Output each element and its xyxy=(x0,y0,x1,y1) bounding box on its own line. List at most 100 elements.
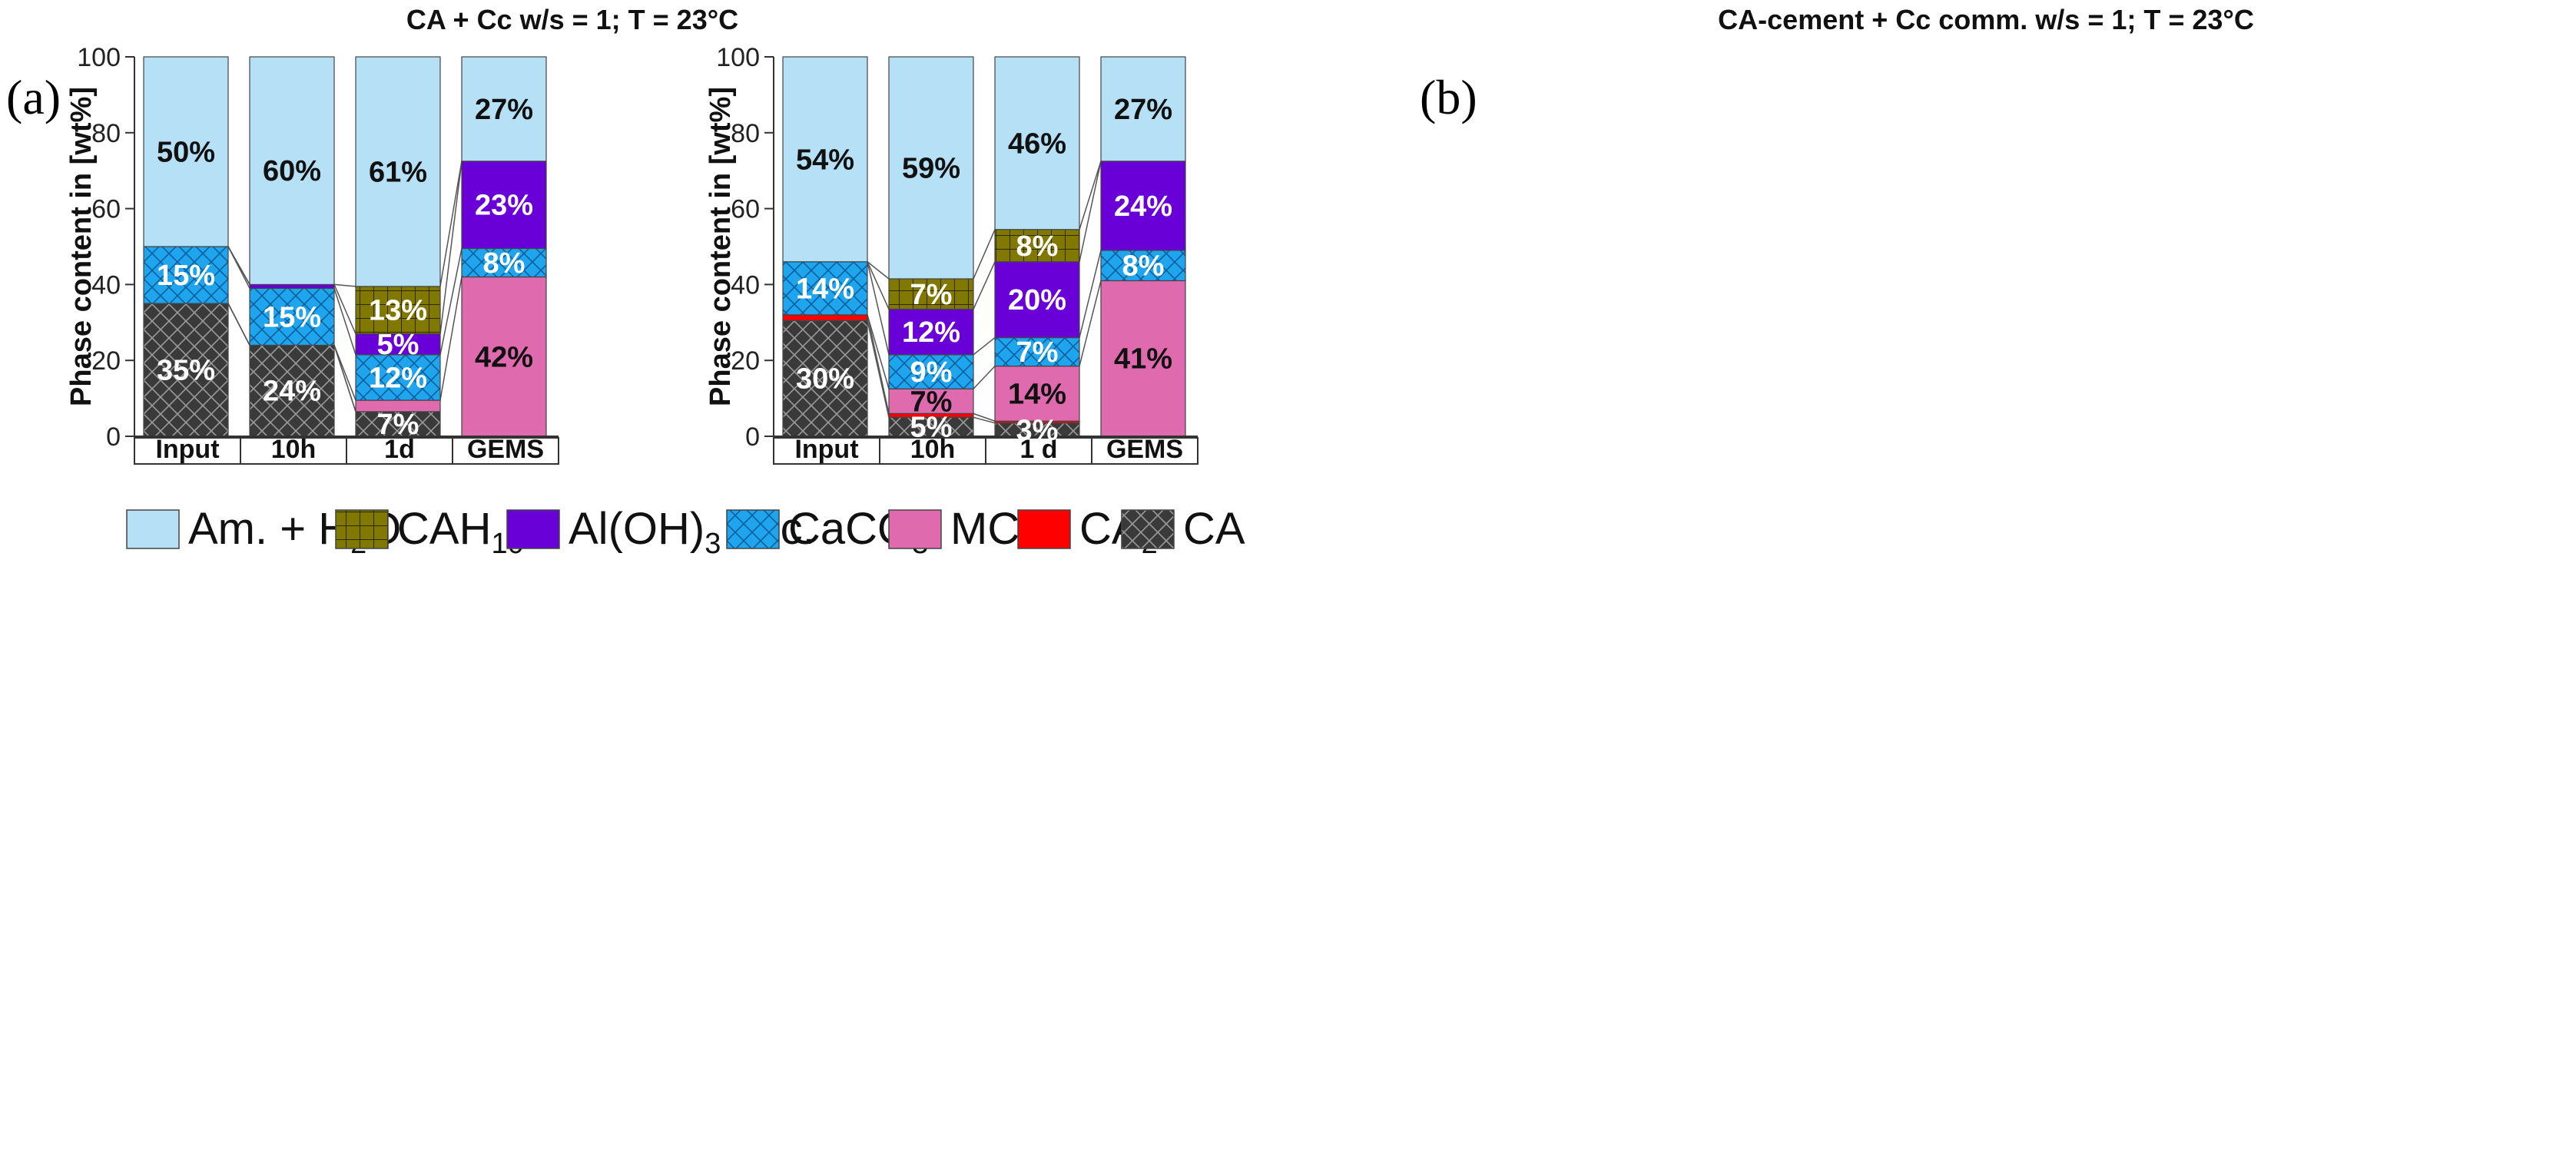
legend-swatch-cah10 xyxy=(335,509,389,549)
panel-label-a: (a) xyxy=(6,70,61,124)
category-label-1d: 1d xyxy=(384,435,415,464)
data-label-al-oh-3-mic-gems: 23% xyxy=(475,190,533,222)
y-axis-title-b: Phase content in [wt%] xyxy=(705,87,737,406)
bar-segment-caco3-1-d xyxy=(994,336,1080,367)
category-label-10h: 10h xyxy=(910,435,956,464)
bar-segment-ca2-input xyxy=(782,314,868,321)
legend: Am. + H2OCAH10Al(OH)3 mic.CaCO3MCCA2CA xyxy=(126,504,1245,560)
y-axis-title-a: Phase content in [wt%] xyxy=(65,87,98,406)
connector-line xyxy=(333,288,356,356)
data-label-al-oh-3-mic-1d: 5% xyxy=(377,329,419,361)
connector-line xyxy=(867,314,890,414)
data-label-am-h2o-gems: 27% xyxy=(475,94,533,126)
y-tick-label: 80 xyxy=(731,119,760,148)
data-label-ca-1d: 7% xyxy=(377,409,419,441)
bar-segment-ca-input xyxy=(143,303,229,437)
bar-segment-al-oh-3-mic-gems xyxy=(461,161,547,250)
bar-segment-am-h2o-10h xyxy=(888,56,974,280)
bar-segment-al-oh-3-mic-gems xyxy=(1100,161,1186,251)
data-label-caco3-gems: 8% xyxy=(1122,250,1165,283)
legend-text-subscript: 3 xyxy=(705,528,721,560)
y-tick-label: 60 xyxy=(91,195,121,224)
bar-segment-am-h2o-gems xyxy=(461,56,547,162)
connector-line xyxy=(867,261,890,280)
legend-label-cah10: CAH10 xyxy=(397,504,524,560)
chart-panel-b: CA-cement + Cc comm. w/s = 1; T = 23°C (… xyxy=(705,4,2254,465)
category-box xyxy=(1091,437,1198,465)
bar-segment-am-h2o-1-d xyxy=(994,56,1080,230)
y-tick-label: 0 xyxy=(106,422,121,452)
connector-line xyxy=(227,246,250,285)
category-box xyxy=(134,437,241,465)
bar-segment-caco3-1d xyxy=(355,354,441,401)
data-label-caco3-gems: 8% xyxy=(483,247,525,280)
axes-a xyxy=(134,57,559,437)
legend-swatch-am-h2o xyxy=(126,509,180,549)
data-label-caco3-10h: 9% xyxy=(910,356,953,389)
bar-segment-cah10-10h xyxy=(888,278,974,310)
y-tick-label: 20 xyxy=(91,346,121,376)
bar-segment-caco3-10h xyxy=(249,287,335,346)
category-label-1-d: 1 d xyxy=(1019,435,1057,464)
connector-line xyxy=(333,345,356,412)
category-boxes-b: Input 10h 1 d GEMS xyxy=(773,435,1198,465)
bar-segment-mc-gems xyxy=(1100,280,1186,437)
y-tick-label: 40 xyxy=(91,270,121,300)
bar-connectors-a xyxy=(227,161,462,412)
bar-segment-al-oh-3-mic-10h xyxy=(888,308,974,356)
data-label-caco3-10h: 15% xyxy=(263,301,321,333)
bar-segment-am-h2o-input xyxy=(782,56,868,263)
data-label-am-h2o-gems: 27% xyxy=(1114,94,1172,126)
bars-a xyxy=(143,56,547,437)
bar-segment-am-h2o-1d xyxy=(355,56,441,287)
connector-line xyxy=(1079,250,1102,338)
chart-panel-a: CA + Cc w/s = 1; T = 23°C (a) Phase cont… xyxy=(6,4,738,465)
data-label-al-oh-3-mic-gems: 24% xyxy=(1114,190,1172,223)
data-label-ca-input: 35% xyxy=(157,355,215,387)
legend-swatch-al-oh-3-mic xyxy=(506,509,560,549)
connector-line xyxy=(867,261,890,310)
connector-line xyxy=(973,366,996,389)
connector-line xyxy=(867,261,890,355)
data-label-cah10-1-d: 8% xyxy=(1016,230,1059,263)
connector-line xyxy=(439,161,462,334)
data-label-caco3-input: 15% xyxy=(157,260,215,292)
category-box xyxy=(452,437,559,465)
bar-segment-cah10-1-d xyxy=(994,229,1080,263)
connector-line xyxy=(1079,161,1102,230)
legend-swatch-ca xyxy=(1121,509,1175,549)
connector-line xyxy=(867,314,890,389)
chart-title-b: CA-cement + Cc comm. w/s = 1; T = 23°C xyxy=(1718,4,2254,35)
connector-line xyxy=(439,277,462,401)
category-label-input: Input xyxy=(155,435,219,464)
data-label-caco3-1d: 12% xyxy=(369,362,427,394)
y-ticks-b: 0 20 40 60 80 100 xyxy=(716,43,774,452)
connector-line xyxy=(439,161,462,287)
connector-line xyxy=(333,284,356,334)
bar-segment-caco3-input xyxy=(143,246,229,304)
data-label-cah10-10h: 7% xyxy=(910,279,953,311)
bar-segment-mc-10h xyxy=(888,388,974,414)
data-label-caco3-input: 14% xyxy=(796,273,854,305)
y-tick-label: 100 xyxy=(77,43,121,72)
y-tick-label: 60 xyxy=(731,195,760,224)
connector-line xyxy=(973,229,996,280)
legend-label-ca: CA xyxy=(1183,504,1245,554)
bar-segment-ca-1d xyxy=(355,411,441,437)
category-label-input: Input xyxy=(794,435,858,464)
connector-line xyxy=(439,248,462,355)
connector-line xyxy=(1079,280,1102,366)
category-box xyxy=(346,437,453,465)
category-box xyxy=(773,437,880,465)
connector-line xyxy=(1079,161,1102,262)
category-box xyxy=(879,437,986,465)
legend-swatch-caco3 xyxy=(726,509,780,549)
bar-segment-caco3-10h xyxy=(888,354,974,389)
axes-b xyxy=(773,57,1198,437)
y-tick-label: 100 xyxy=(716,43,760,72)
category-label-10h: 10h xyxy=(271,435,317,464)
legend-text-main: CAH xyxy=(397,504,491,554)
bar-connectors-b xyxy=(867,161,1102,424)
data-label-mc-10h: 7% xyxy=(910,386,953,418)
